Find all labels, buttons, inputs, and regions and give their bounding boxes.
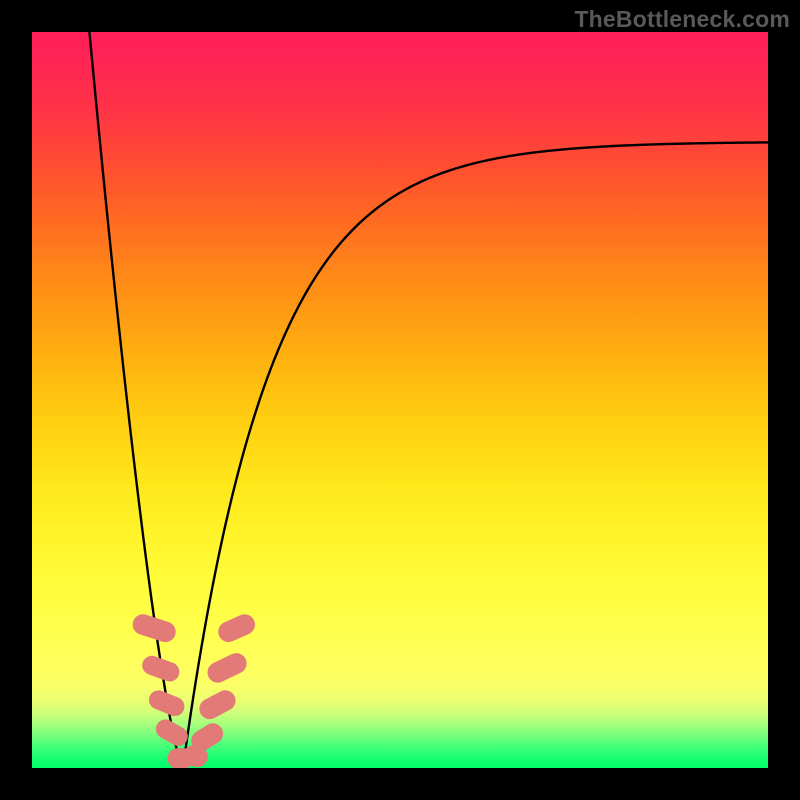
watermark-text: TheBottleneck.com bbox=[574, 6, 790, 33]
chart-frame: TheBottleneck.com bbox=[0, 0, 800, 800]
plot-area bbox=[32, 32, 768, 768]
chart-background bbox=[32, 32, 768, 768]
chart-svg bbox=[32, 32, 768, 768]
